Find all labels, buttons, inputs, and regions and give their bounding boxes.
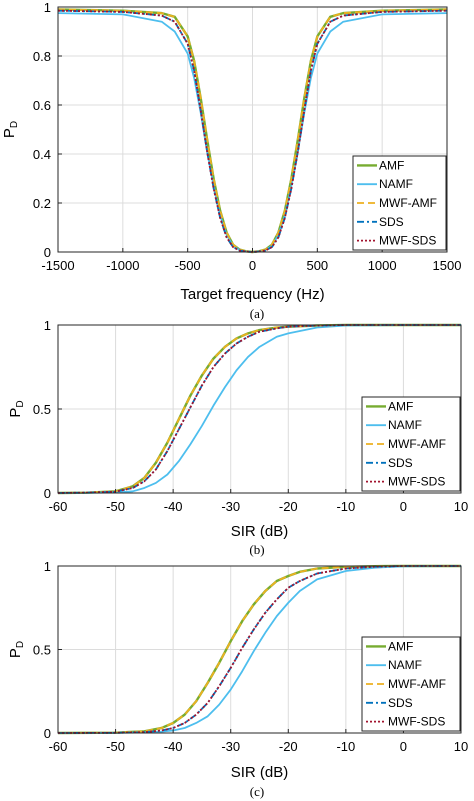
caption: (c) (250, 784, 264, 799)
legend-label-mwf-sds: MWF-SDS (388, 475, 445, 489)
x-tick-label: 0 (400, 499, 407, 514)
legend-label-mwf-amf: MWF-AMF (388, 437, 446, 451)
y-axis-label: PD (1, 121, 20, 138)
x-tick-label: -30 (221, 499, 240, 514)
y-tick-label: 0 (44, 245, 51, 260)
legend-label-amf: AMF (388, 639, 413, 653)
x-tick-label: 1500 (433, 258, 462, 273)
x-axis-label: SIR (dB) (231, 523, 289, 540)
series-line-mwf-sds (57, 324, 461, 494)
x-tick-label: -50 (106, 739, 125, 754)
chart-a: -1500 -1000 -500 0 500 1000 1500 0 0.2 0.4 0.6 0.8… (1, 0, 461, 321)
legend-label-amf: AMF (388, 399, 413, 413)
series-lines (57, 323, 461, 495)
series-line-namf (57, 324, 461, 494)
x-tick-label: -10 (336, 499, 355, 514)
series-lines (57, 564, 462, 735)
legend-label-mwf-amf: MWF-AMF (379, 196, 437, 210)
y-tick-label: 1 (44, 0, 51, 15)
legend-label-sds: SDS (388, 456, 413, 470)
x-tick-label: 500 (306, 258, 328, 273)
legend-label-sds: SDS (379, 215, 404, 229)
y-tick-label: 1 (44, 318, 51, 333)
x-tick-label: 10 (454, 739, 468, 754)
x-tick-label: 1000 (368, 258, 397, 273)
x-tick-labels: -60 -50 -40 -30 -20 -10 0 10 (49, 489, 468, 514)
caption: (a) (250, 306, 264, 321)
y-axis-label-main: P (1, 128, 18, 138)
y-axis-label-subscript: D (15, 641, 26, 648)
y-axis-label: PD (7, 400, 26, 417)
y-tick-label: 0.6 (33, 98, 51, 113)
legend-label-amf: AMF (379, 158, 404, 172)
y-tick-label: 0.5 (33, 402, 51, 417)
x-tick-label: -60 (49, 739, 68, 754)
chart-b: -60 -50 -40 -30 -20 -10 0 10 00.51 SIR (dB) PD … (7, 318, 468, 557)
series-line-sds (57, 565, 461, 734)
series-line-mwf-amf (57, 565, 461, 734)
x-tick-label: 0 (249, 258, 256, 273)
series-line-namf (57, 565, 462, 734)
x-tick-label: -60 (49, 499, 68, 514)
y-tick-label: 0 (44, 726, 51, 741)
x-tick-label: -40 (164, 739, 183, 754)
caption: (b) (249, 542, 264, 557)
y-tick-label: 0.2 (33, 196, 51, 211)
y-axis-label-main: P (7, 408, 24, 418)
y-tick-labels: 0 0.2 0.4 0.6 0.8 1 (33, 0, 62, 260)
y-axis-label-main: P (7, 648, 24, 658)
legend: AMF NAMF MWF-AMF SDS MWF-SDS (361, 396, 461, 492)
legend-label-namf: NAMF (379, 177, 413, 191)
x-axis-label: Target frequency (Hz) (180, 286, 324, 303)
y-axis-label-subscript: D (15, 400, 26, 407)
chart-c: -60 -50 -40 -30 -20 -10 0 10 00.51 SIR (dB) PD … (7, 559, 468, 799)
y-tick-label: 0.4 (33, 147, 51, 162)
x-tick-label: -50 (106, 499, 125, 514)
x-tick-label: 0 (400, 739, 407, 754)
x-tick-label: -20 (279, 739, 298, 754)
x-tick-labels: -1500 -1000 -500 0 500 1000 1500 (41, 248, 461, 273)
y-axis-label: PD (7, 641, 26, 658)
x-tick-label: -30 (221, 739, 240, 754)
x-tick-label: -500 (175, 258, 201, 273)
legend-label-sds: SDS (388, 696, 413, 710)
x-tick-label: -1500 (41, 258, 74, 273)
x-tick-label: -40 (164, 499, 183, 514)
x-tick-label: -10 (336, 739, 355, 754)
x-tick-labels: -60 -50 -40 -30 -20 -10 0 10 (49, 729, 468, 754)
legend-label-mwf-sds: MWF-SDS (379, 234, 436, 248)
y-tick-labels: 00.51 (33, 318, 62, 501)
legend-label-mwf-sds: MWF-SDS (388, 715, 445, 729)
y-tick-label: 1 (44, 559, 51, 574)
series-line-sds (57, 324, 461, 494)
y-tick-label: 0.5 (33, 643, 51, 658)
y-tick-labels: 00.51 (33, 559, 62, 741)
legend-label-mwf-amf: MWF-AMF (388, 677, 446, 691)
x-tick-label: -1000 (106, 258, 139, 273)
y-axis-label-subscript: D (9, 121, 20, 128)
x-tick-label: 10 (454, 499, 468, 514)
legend: AMF NAMF MWF-AMF SDS MWF-SDS (361, 636, 461, 732)
legend: AMF NAMF MWF-AMF SDS MWF-SDS (352, 155, 447, 251)
x-axis-label: SIR (dB) (231, 764, 289, 781)
legend-label-namf: NAMF (388, 658, 422, 672)
legend-label-namf: NAMF (388, 418, 422, 432)
x-tick-label: -20 (279, 499, 298, 514)
grid (58, 7, 447, 252)
y-tick-label: 0 (44, 486, 51, 501)
y-tick-label: 0.8 (33, 49, 51, 64)
